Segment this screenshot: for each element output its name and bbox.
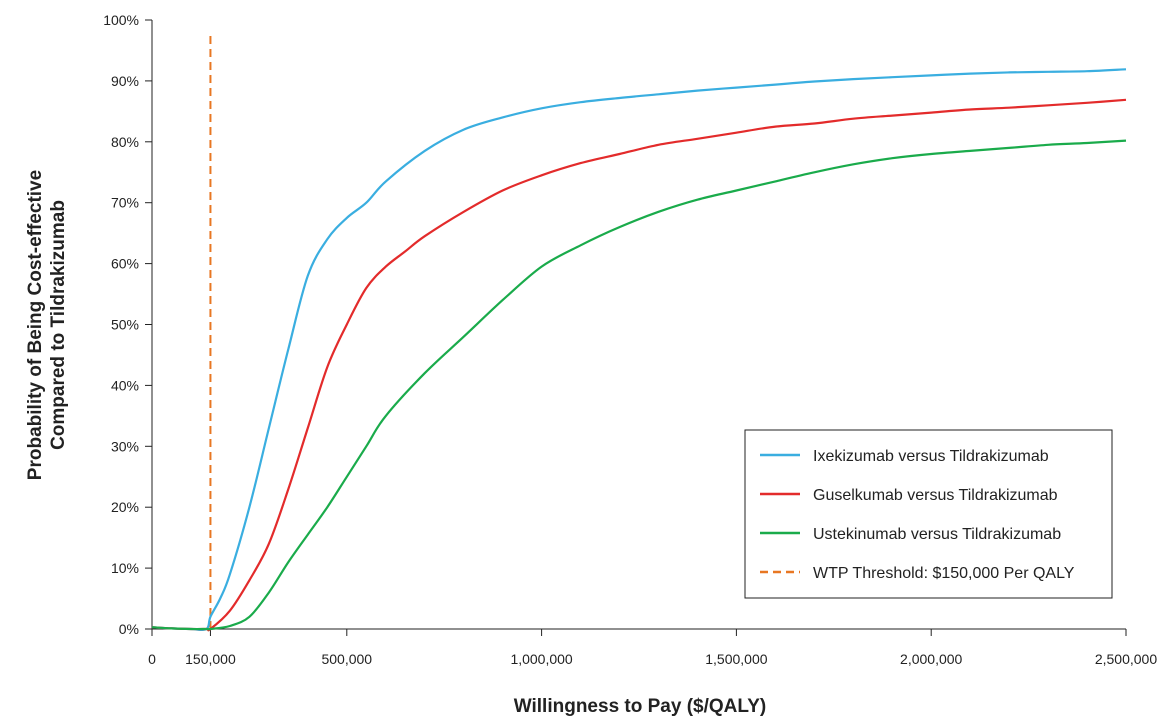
y-tick-label: 100%: [103, 12, 139, 28]
ixekizumab-curve: [151, 68, 1127, 632]
ustekinumab-curve: [151, 139, 1127, 631]
x-tick-label: 1,500,000: [705, 651, 767, 667]
x-tick-label: 1,000,000: [510, 651, 572, 667]
series-lines: [151, 32, 1127, 632]
x-axis-ticks: 0 150,000 500,000 1,000,000 1,500,000 2,000,0…: [148, 629, 1157, 667]
x-tick-label: 0: [148, 651, 156, 667]
y-axis-title-line-1: Probability of Being Cost-effective: [25, 170, 46, 480]
guselkumab-curve: [151, 98, 1127, 632]
legend: Ixekizumab versus Tildrakizumab Guselkum…: [744, 429, 1113, 599]
y-axis-ticks: 0% 10% 20% 30% 40% 50% 60% 70% 80% 90% 100%: [103, 12, 152, 637]
y-tick-label: 20%: [111, 499, 139, 515]
y-tick-label: 40%: [111, 377, 139, 393]
y-tick-label: 90%: [111, 73, 139, 89]
y-axis-title: Probability of Being Cost-effective Comp…: [25, 170, 69, 480]
y-axis-title-line-2: Compared to Tildrakizumab: [48, 200, 69, 450]
y-tick-label: 80%: [111, 134, 139, 150]
y-tick-label: 0%: [119, 621, 139, 637]
x-tick-label: 150,000: [185, 651, 236, 667]
legend-label-guselkumab: Guselkumab versus Tildrakizumab: [813, 487, 1058, 504]
legend-label-ustekinumab: Ustekinumab versus Tildrakizumab: [813, 526, 1061, 543]
y-tick-label: 10%: [111, 560, 139, 576]
legend-box: [744, 429, 1113, 599]
x-tick-label: 500,000: [321, 651, 372, 667]
legend-label-wtp-threshold: WTP Threshold: $150,000 Per QALY: [813, 565, 1075, 582]
x-tick-label: 2,500,000: [1095, 651, 1157, 667]
legend-label-ixekizumab: Ixekizumab versus Tildrakizumab: [813, 448, 1049, 465]
y-tick-label: 30%: [111, 438, 139, 454]
y-tick-label: 60%: [111, 256, 139, 272]
x-tick-label: 2,000,000: [900, 651, 962, 667]
y-tick-label: 70%: [111, 195, 139, 211]
x-axis-title: Willingness to Pay ($/QALY): [514, 696, 767, 717]
y-tick-label: 50%: [111, 317, 139, 333]
